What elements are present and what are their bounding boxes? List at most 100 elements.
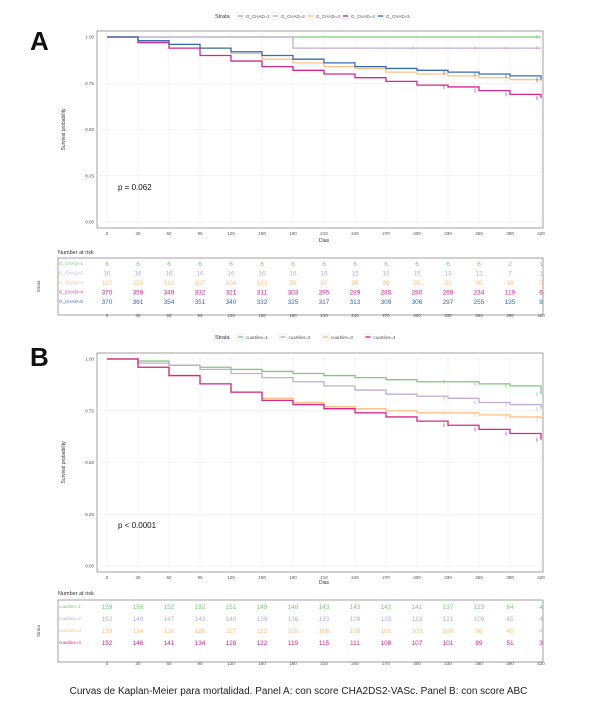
- risk-value: 370: [102, 299, 113, 306]
- risk-row-label: G_CHAD=5: [59, 299, 83, 304]
- risk-value: 285: [381, 290, 392, 297]
- risk-value: 12: [475, 271, 483, 278]
- risk-value: 313: [350, 299, 361, 306]
- risk-value: 152: [195, 604, 206, 611]
- panel-letter: A: [30, 26, 49, 56]
- y-axis-label: Survival probability: [61, 441, 67, 483]
- risk-value: 6: [477, 261, 481, 268]
- risk-value: 6: [384, 261, 388, 268]
- risk-x-tick: 0: [106, 313, 109, 318]
- risk-value: 141: [164, 640, 175, 647]
- risk-value: 4: [539, 628, 543, 635]
- risk-value: 152: [102, 616, 113, 623]
- risk-value: 103: [381, 628, 392, 635]
- risk-value: 354: [164, 299, 175, 306]
- risk-value: 135: [505, 299, 516, 306]
- risk-value: 128: [350, 616, 361, 623]
- risk-value: 6: [415, 261, 419, 268]
- risk-x-tick: 210: [320, 661, 328, 666]
- risk-value: 125: [381, 616, 392, 623]
- risk-value: 297: [443, 299, 454, 306]
- x-tick-label: 30: [135, 575, 141, 580]
- risk-value: 103: [412, 628, 423, 635]
- risk-table-box: [57, 599, 544, 663]
- risk-value: 1: [539, 271, 543, 278]
- x-tick-label: 300: [413, 575, 421, 580]
- risk-value: 95: [413, 280, 421, 287]
- x-tick-label: 30: [135, 231, 141, 236]
- risk-value: 158: [133, 604, 144, 611]
- risk-value: 123: [474, 604, 485, 611]
- risk-value: 100: [443, 628, 454, 635]
- risk-value: 107: [195, 280, 206, 287]
- risk-x-tick: 60: [166, 313, 172, 318]
- risk-value: 2: [508, 261, 512, 268]
- risk-value: 152: [102, 640, 113, 647]
- risk-x-tick: 30: [135, 661, 141, 666]
- x-tick-label: 270: [382, 231, 390, 236]
- risk-value: 317: [319, 299, 330, 306]
- risk-value: 7: [508, 271, 512, 278]
- risk-value: 16: [196, 271, 204, 278]
- risk-value: 159: [102, 604, 113, 611]
- y-axis-label: Survival probability: [61, 108, 67, 150]
- risk-value: 106: [319, 628, 330, 635]
- risk-value: 332: [195, 290, 206, 297]
- risk-value: 119: [505, 290, 516, 297]
- legend: Strata cuartiles=1 cuartiles=2 cuartiles=3 c…: [215, 333, 396, 341]
- risk-row-label: G_CHAD=3: [59, 280, 83, 285]
- risk-row-label: G_CHAD=4: [59, 290, 83, 295]
- y-tick-label: 0.75: [85, 81, 94, 86]
- risk-x-tick: 30: [135, 313, 141, 318]
- risk-x-tick: 150: [258, 313, 266, 318]
- legend-label: G_CHAD=3: [316, 14, 340, 19]
- risk-value: 306: [412, 299, 423, 306]
- risk-value: 119: [288, 640, 299, 647]
- x-tick-label: 420: [537, 231, 545, 236]
- risk-value: 137: [443, 604, 454, 611]
- x-tick-label: 90: [197, 231, 203, 236]
- risk-value: 289: [350, 290, 361, 297]
- x-tick-label: 180: [289, 575, 297, 580]
- risk-value: 115: [133, 280, 144, 287]
- series-line-4: [107, 36, 542, 99]
- x-tick-label: 330: [444, 575, 452, 580]
- risk-x-tick: 360: [475, 313, 483, 318]
- risk-value: 139: [102, 628, 113, 635]
- x-tick-label: 0: [106, 575, 109, 580]
- risk-value: 16: [227, 271, 235, 278]
- y-tick-label: 0.25: [85, 512, 94, 517]
- x-axis-label: Dias: [319, 580, 330, 586]
- risk-value: 51: [506, 640, 514, 647]
- risk-value: 45: [506, 616, 514, 623]
- risk-value: 6: [291, 261, 295, 268]
- legend-label: G_CHAD=5: [386, 14, 410, 19]
- risk-value: 16: [258, 271, 266, 278]
- y-tick-label: 0.25: [85, 173, 94, 178]
- risk-x-tick: 120: [227, 661, 235, 666]
- risk-value: 143: [195, 616, 206, 623]
- risk-value: 152: [164, 604, 175, 611]
- risk-row-label: cuartiles=1: [59, 604, 81, 609]
- risk-value: 6: [229, 261, 233, 268]
- risk-value: 16: [165, 271, 173, 278]
- p-value-label: p = 0.062: [118, 183, 152, 192]
- risk-value: 134: [133, 628, 144, 635]
- x-tick-label: 120: [227, 575, 235, 580]
- x-tick-label: 150: [258, 575, 266, 580]
- risk-row-label: G_CHAD=1: [59, 261, 83, 266]
- risk-value: 309: [381, 299, 392, 306]
- risk-value: 126: [195, 628, 206, 635]
- risk-value: 96: [351, 280, 359, 287]
- risk-value: 295: [319, 290, 330, 297]
- y-tick-label: 0.75: [85, 408, 94, 413]
- x-tick-label: 210: [320, 575, 328, 580]
- risk-value: 16: [289, 271, 297, 278]
- x-tick-label: 60: [166, 231, 172, 236]
- risk-x-tick: 360: [475, 661, 483, 666]
- risk-value: 96: [382, 280, 390, 287]
- risk-value: 349: [164, 290, 175, 297]
- y-tick-label: 0.50: [85, 460, 94, 465]
- risk-value: 140: [226, 616, 237, 623]
